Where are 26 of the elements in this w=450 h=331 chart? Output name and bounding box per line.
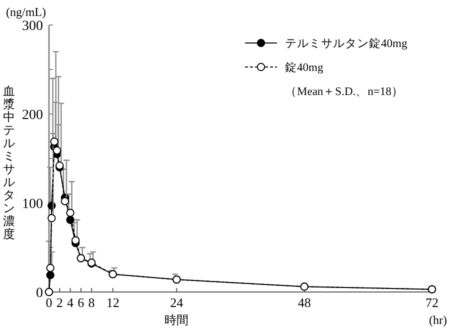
legend-label: テルミサルタン錠40mg [285,37,408,50]
y-tick-label: 300 [22,19,43,34]
x-tick-label: 2 [56,295,63,310]
x-tick-label: 48 [298,295,311,310]
legend-label: 錠40mg [285,61,324,74]
x-tick-label: 0 [46,295,52,310]
x-tick-label: 72 [426,295,438,310]
point [48,214,56,222]
text: (hr) [429,313,447,327]
x-tick-label: 12 [106,295,120,310]
y-tick-label: 100 [22,197,43,212]
text: (ng/mL) [6,5,46,19]
point [66,208,74,217]
point [50,137,58,146]
point [71,236,80,244]
x-tick-label: 4 [67,295,74,310]
point [60,197,70,206]
annotation: （Mean＋S.D.、n=18） [285,86,404,98]
x-tick-label: 24 [170,295,184,310]
point [46,264,54,272]
text: 血漿中テルミサルタン濃度 [3,84,15,241]
x-tick-label: 6 [78,295,85,310]
x-axis-title: 時間 [164,313,189,327]
point [52,146,62,155]
y-tick-label: 200 [22,108,43,123]
x-tick-label: 8 [88,295,95,310]
